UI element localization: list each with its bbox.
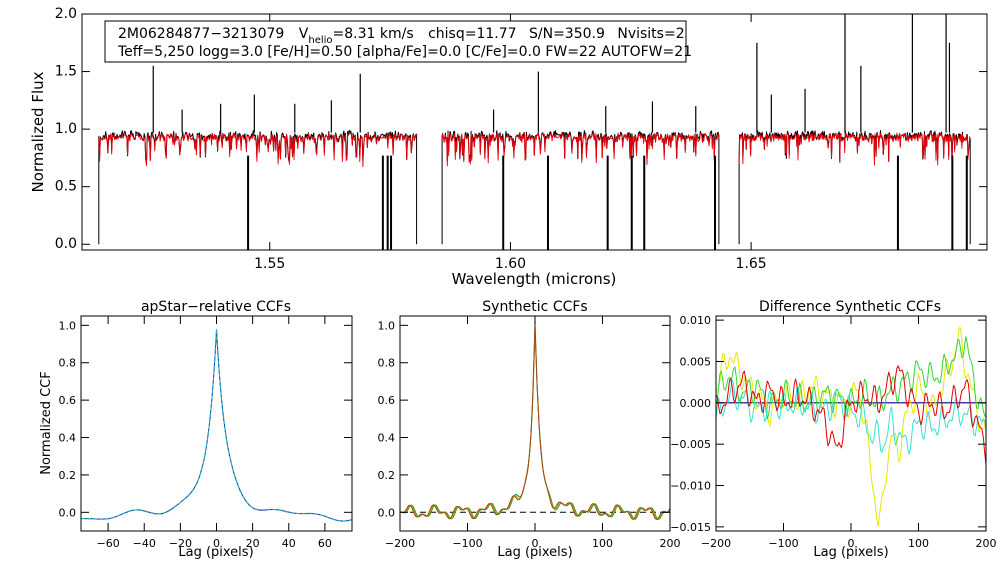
x-tick-label: 0 xyxy=(848,537,855,550)
apstar-ccf-title: apStar−relative CCFs xyxy=(141,299,291,315)
spectrum-ticks: 1.55 1.60 1.65 0.0 0.5 1.0 1.5 2.0 xyxy=(55,6,987,272)
y-tick-label: 0.2 xyxy=(59,469,77,482)
x-tick-label: 60 xyxy=(318,537,332,550)
y-tick-label: 0.6 xyxy=(378,394,396,407)
synthetic-ccf-data-layer xyxy=(399,320,671,520)
y-tick-label: 0.6 xyxy=(59,394,77,407)
x-tick-label: −60 xyxy=(96,537,119,550)
synthetic-spectrum-line xyxy=(98,132,418,168)
x-tick-label: 1.65 xyxy=(736,256,767,272)
apstar-ccf-line xyxy=(81,329,353,522)
difference-ccf-title: Difference Synthetic CCFs xyxy=(759,299,941,315)
apstar-ccf-data-layer xyxy=(80,328,353,522)
vhelio-symbol: V xyxy=(299,26,309,42)
synthetic-ccf-ticks: −200 −100 0 100 200 0.0 0.2 0.4 0.6 0.8 1.0 xyxy=(378,316,681,550)
x-tick-label: 1.55 xyxy=(254,256,285,272)
synthetic-spectrum-line xyxy=(441,132,720,167)
x-tick-label: 100 xyxy=(908,537,929,550)
x-tick-label: −200 xyxy=(701,537,731,550)
x-tick-label: 200 xyxy=(660,537,681,550)
apstar-ccf-x-axis-title: Lag (pixels) xyxy=(178,545,253,560)
y-tick-label: 0.2 xyxy=(378,469,396,482)
apstar-ccf-frame xyxy=(80,315,353,532)
synthetic-ccf-title: Synthetic CCFs xyxy=(482,299,587,315)
y-tick-label: 1.0 xyxy=(55,121,77,137)
nvisits-value: Nvisits=2 xyxy=(617,26,684,42)
synthetic-ccf-panel: Synthetic CCFs −200 −100 0 100 200 0.0 0.2 0.4 0… xyxy=(378,299,681,560)
annotation-box xyxy=(104,20,687,63)
x-tick-label: 100 xyxy=(592,537,613,550)
x-tick-label: 1.60 xyxy=(495,256,526,272)
x-tick-label: 20 xyxy=(246,537,260,550)
spectrum-x-axis-title: Wavelength (microns) xyxy=(452,270,617,288)
difference-ccf-line xyxy=(715,336,987,420)
x-tick-label: 200 xyxy=(976,537,997,550)
object-id: 2M06284877−3213079 xyxy=(118,26,284,42)
annotation-line-1: 2M06284877−3213079 Vhelio=8.31 km/s chis… xyxy=(118,26,685,46)
spectrum-data-layer xyxy=(98,14,971,250)
y-tick-label: 0.8 xyxy=(378,357,396,370)
y-tick-label: −0.010 xyxy=(670,480,711,493)
spectrum-panel: 1.55 1.60 1.65 0.0 0.5 1.0 1.5 2.0 Wavelength (… xyxy=(29,6,988,288)
y-tick-label: 0.0 xyxy=(378,506,396,519)
difference-ccf-x-axis-title: Lag (pixels) xyxy=(813,545,888,560)
difference-ccf-line xyxy=(715,365,987,465)
synthetic-ccf-line xyxy=(399,324,671,520)
y-tick-label: 0.8 xyxy=(59,357,77,370)
y-tick-label: 0.005 xyxy=(680,355,712,368)
y-tick-label: 0.4 xyxy=(59,432,77,445)
y-tick-label: 1.5 xyxy=(55,64,77,80)
y-tick-label: 0.0 xyxy=(55,236,77,252)
y-tick-label: −0.015 xyxy=(670,521,711,534)
annotation-line-2: Teff=5,250 logg=3.0 [Fe/H]=0.50 [alpha/F… xyxy=(117,44,692,60)
y-tick-label: 0.010 xyxy=(680,314,712,327)
y-tick-label: 0.5 xyxy=(55,179,77,195)
y-tick-label: 2.0 xyxy=(55,6,77,22)
y-tick-label: 1.0 xyxy=(59,319,77,332)
synthetic-ccf-frame xyxy=(399,315,671,532)
x-tick-label: −40 xyxy=(133,537,156,550)
synthetic-spectrum-line xyxy=(738,132,971,166)
vhelio-value: =8.31 km/s xyxy=(333,26,414,42)
apstar-ccf-y-axis-title: Normalized CCF xyxy=(39,371,54,475)
y-tick-label: 0.0 xyxy=(59,506,77,519)
difference-ccf-panel: Difference Synthetic CCFs −200 −100 0 100 20… xyxy=(670,299,996,560)
chisq-value: chisq=11.77 xyxy=(428,26,516,42)
difference-ccf-data-layer xyxy=(715,327,987,527)
spectrum-frame xyxy=(81,13,988,251)
y-tick-label: 0.4 xyxy=(378,432,396,445)
synthetic-ccf-line xyxy=(399,322,671,520)
x-tick-label: 40 xyxy=(282,537,296,550)
synthetic-ccf-line xyxy=(399,320,671,520)
y-tick-label: 1.0 xyxy=(378,319,396,332)
spectrum-y-axis-title: Normalized Flux xyxy=(29,71,47,192)
y-tick-label: 0.000 xyxy=(680,397,712,410)
vhelio-subscript: helio xyxy=(308,35,332,46)
difference-ccf-ticks: −200 −100 0 100 200 −0.015 −0.010 −0.005 0.000 0.… xyxy=(670,314,996,550)
x-tick-label: 0 xyxy=(532,537,539,550)
apstar-ccf-ticks: −60 −40 −20 0 20 40 60 0.0 0.2 0.4 0.6 0.8 1.0 xyxy=(59,316,352,550)
snr-value: S/N=350.9 xyxy=(529,26,605,42)
x-tick-label: 0 xyxy=(213,537,220,550)
x-tick-label: −20 xyxy=(169,537,192,550)
apstar-ccf-panel: apStar−relative CCFs −60 −40 −20 0 20 40 60 0.0… xyxy=(39,299,353,560)
synthetic-ccf-x-axis-title: Lag (pixels) xyxy=(497,545,572,560)
y-tick-label: −0.005 xyxy=(670,438,711,451)
x-tick-label: −200 xyxy=(385,537,415,550)
apstar-ccf-line xyxy=(80,328,353,522)
x-tick-label: −100 xyxy=(452,537,482,550)
x-tick-label: −100 xyxy=(768,537,798,550)
